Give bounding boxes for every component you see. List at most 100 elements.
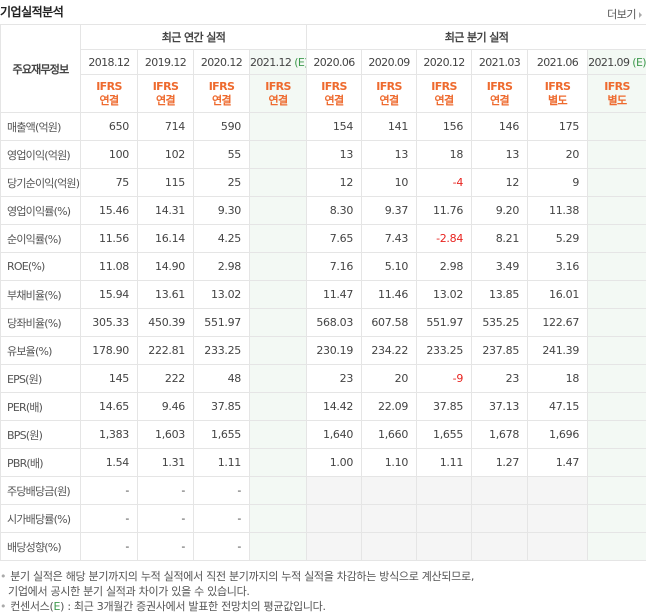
quarter-value: [361, 476, 418, 505]
arrow-right-icon: [639, 12, 642, 18]
quarter-value: -4: [416, 168, 473, 197]
quarter-value: 18: [527, 364, 589, 393]
annual-value: -: [137, 476, 194, 505]
annual-value: 102: [137, 140, 194, 169]
table-row: 시가배당률(%) - - -: [0, 504, 646, 533]
accounting-standard: IFRS 연결: [306, 74, 363, 113]
annual-value: -: [193, 532, 250, 561]
period-date: 2021.09: [588, 55, 630, 69]
label-column-header: 주요재무정보: [0, 24, 81, 113]
annual-value: 450.39: [137, 308, 194, 337]
more-link[interactable]: 더보기: [607, 6, 642, 22]
annual-value: 178.90: [80, 336, 138, 365]
quarter-value: 10: [361, 168, 418, 197]
annual-value: 15.46: [80, 196, 138, 225]
standard-ifrs: IFRS: [96, 79, 122, 93]
standard-scope: 연결: [211, 93, 232, 107]
table-row: 순이익률(%) 11.56 16.14 4.25 7.65 7.43 -2.84 8.21 5.…: [0, 224, 646, 253]
row-label: 순이익률(%): [0, 224, 81, 253]
quarter-value: 20: [527, 140, 589, 169]
annual-value: 13.61: [137, 280, 194, 309]
quarter-value: 11.76: [416, 196, 473, 225]
quarter-value: 37.85: [416, 392, 473, 421]
more-label: 더보기: [607, 8, 636, 21]
quarter-value: 11.46: [361, 280, 418, 309]
period-header: 2020.06: [306, 49, 363, 75]
quarter-value: 23: [471, 364, 529, 393]
annual-value: [248, 168, 308, 197]
annual-value: 14.90: [137, 252, 194, 281]
accounting-standard: IFRS 연결: [471, 74, 529, 113]
quarter-value: 14.42: [306, 392, 363, 421]
table-row: 당좌비율(%) 305.33 450.39 551.97 568.03 607.58 551…: [0, 308, 646, 337]
row-label: 영업이익(억원): [0, 140, 81, 169]
table-row: 당기순이익(억원) 75 115 25 12 10 -4 12 9: [0, 168, 646, 197]
quarter-value: 1.47: [527, 448, 589, 477]
quarter-value: 13.02: [416, 280, 473, 309]
quarter-value: [587, 532, 646, 561]
annual-value: [248, 420, 308, 449]
note-consensus: • 컨센서스(E) : 최근 3개월간 증권사에서 발표한 전망치의 평균값입니다…: [0, 600, 326, 613]
annual-value: -: [80, 476, 138, 505]
estimate-badge: (E): [632, 55, 646, 69]
annual-value: -: [137, 532, 194, 561]
quarter-value: [587, 420, 646, 449]
quarter-value: 1,660: [361, 420, 418, 449]
quarter-value: [587, 392, 646, 421]
quarter-value: 1,655: [416, 420, 473, 449]
quarter-value: 146: [471, 112, 529, 141]
annual-value: [248, 476, 308, 505]
quarter-value: [527, 504, 589, 533]
period-date: 2019.12: [144, 55, 187, 69]
row-label: EPS(원): [0, 364, 81, 393]
quarter-value: 237.85: [471, 336, 529, 365]
quarter-value: 20: [361, 364, 418, 393]
quarter-value: [361, 504, 418, 533]
annual-value: 14.31: [137, 196, 194, 225]
row-label: PER(배): [0, 392, 81, 421]
annual-value: 100: [80, 140, 138, 169]
annual-group-header: 최근 연간 실적: [79, 24, 308, 50]
annual-value: 1,383: [80, 420, 138, 449]
accounting-standard: IFRS 연결: [361, 74, 418, 113]
quarter-value: 8.30: [306, 196, 363, 225]
annual-value: [248, 224, 308, 253]
annual-value: 55: [193, 140, 250, 169]
row-label: 당좌비율(%): [0, 308, 81, 337]
quarter-value: 234.22: [361, 336, 418, 365]
row-label: 영업이익률(%): [0, 196, 81, 225]
quarter-value: 154: [306, 112, 363, 141]
standard-ifrs: IFRS: [376, 79, 402, 93]
annual-value: -: [193, 476, 250, 505]
table-row: 부채비율(%) 15.94 13.61 13.02 11.47 11.46 13.02 13.…: [0, 280, 646, 309]
quarter-value: 5.10: [361, 252, 418, 281]
annual-value: 48: [193, 364, 250, 393]
annual-value: [248, 308, 308, 337]
annual-value: 650: [80, 112, 138, 141]
annual-value: 14.65: [80, 392, 138, 421]
annual-value: 25: [193, 168, 250, 197]
annual-value: 1.54: [80, 448, 138, 477]
quarter-value: 230.19: [306, 336, 363, 365]
section-title: 기업실적분석: [0, 5, 64, 19]
row-label: 매출액(억원): [0, 112, 81, 141]
standard-ifrs: IFRS: [265, 79, 291, 93]
quarter-value: [471, 532, 529, 561]
quarter-value: [587, 196, 646, 225]
period-header: 2018.12: [80, 49, 138, 75]
table-row: EPS(원) 145 222 48 23 20 -9 23 18: [0, 364, 646, 393]
annual-value: 2.98: [193, 252, 250, 281]
annual-value: [248, 532, 308, 561]
quarter-value: [587, 280, 646, 309]
period-header: 2021.06: [527, 49, 589, 75]
standard-scope: 연결: [268, 93, 288, 107]
annual-value: 115: [137, 168, 194, 197]
annual-value: 9.46: [137, 392, 194, 421]
quarter-value: [527, 532, 589, 561]
table-row: 영업이익(억원) 100 102 55 13 13 18 13 20: [0, 140, 646, 169]
standard-ifrs: IFRS: [604, 79, 630, 93]
quarter-value: [587, 252, 646, 281]
row-label: 시가배당률(%): [0, 504, 81, 533]
quarter-value: 1.11: [416, 448, 473, 477]
period-date: 2021.03: [478, 55, 521, 69]
